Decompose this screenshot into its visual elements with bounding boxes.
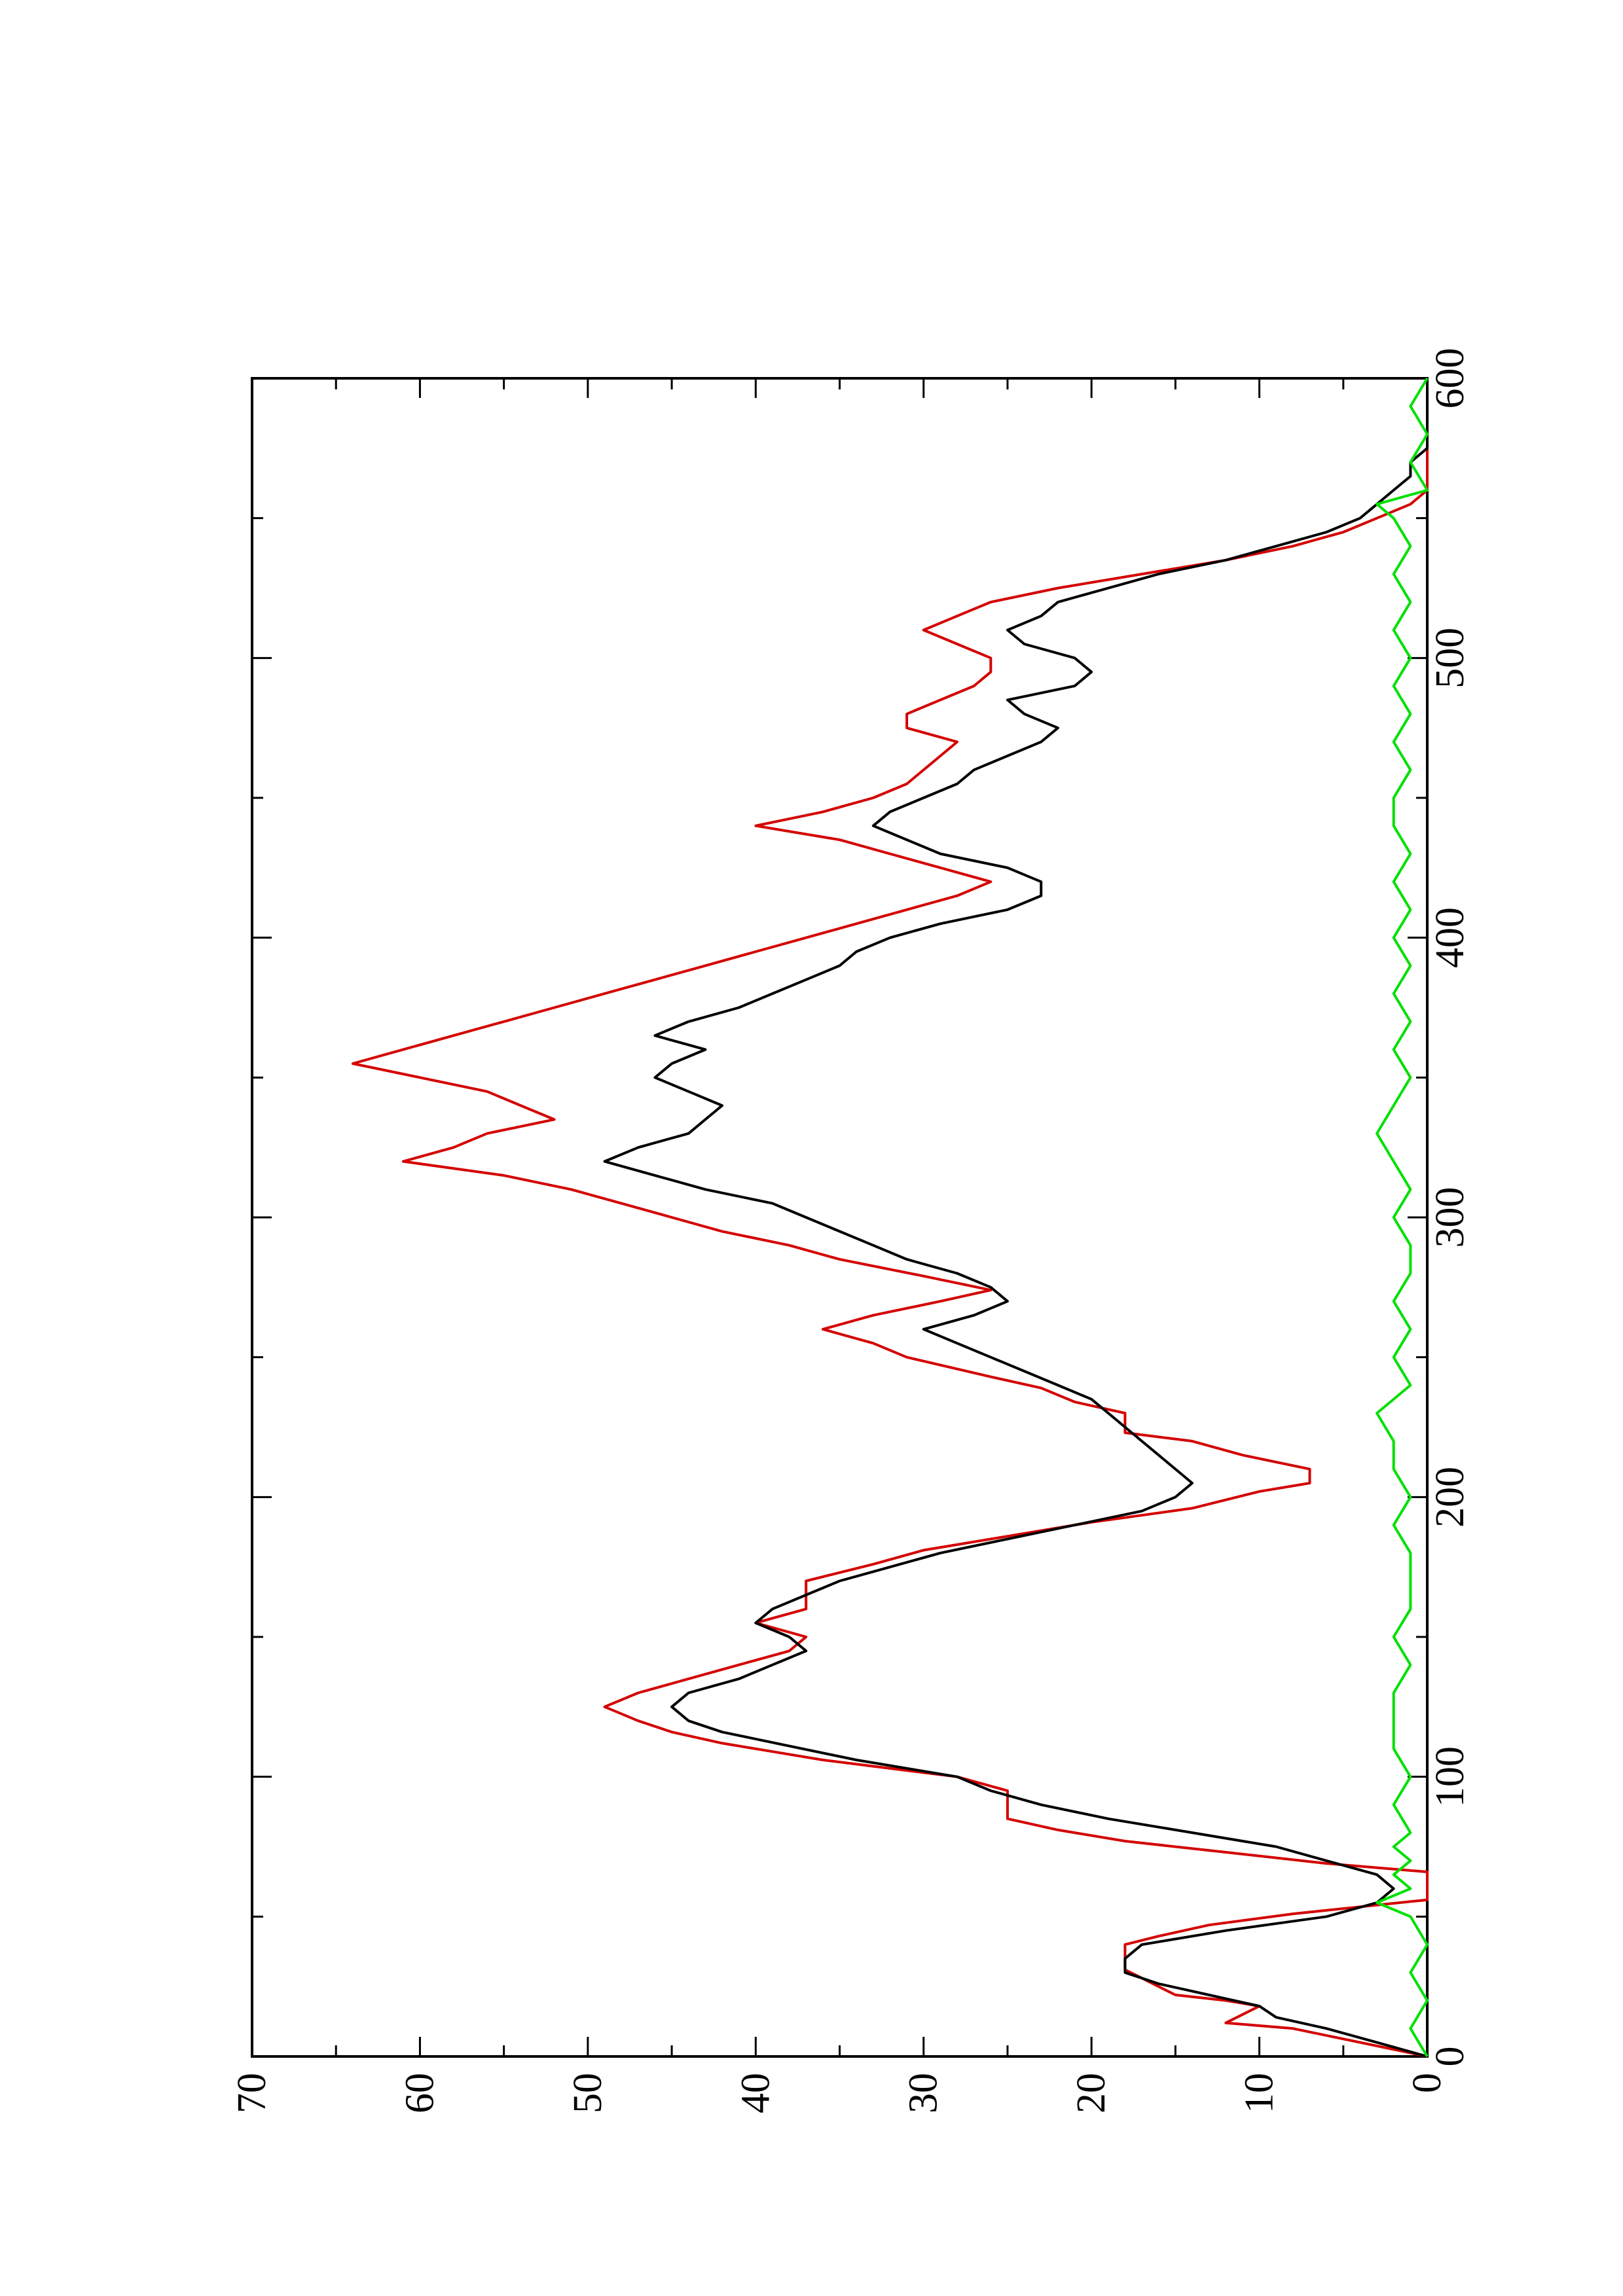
series-line-2 xyxy=(603,378,1429,2058)
x-tick-label: 600 xyxy=(1428,348,1472,409)
x-tick-label: 300 xyxy=(1428,1187,1472,1248)
y-tick-label: 30 xyxy=(902,2073,946,2113)
plot-area: 0 100 200 300 400 500 600 0 10 20 30 40 50 60 70 xyxy=(230,348,1472,2114)
x-tick-label: 400 xyxy=(1428,907,1472,968)
y-tick-label: 10 xyxy=(1237,2073,1282,2113)
plot-frame xyxy=(251,377,1429,2058)
y-tick-label: 70 xyxy=(230,2073,274,2113)
y-tick-label: 40 xyxy=(733,2073,778,2113)
x-tick-label: 200 xyxy=(1428,1467,1472,1528)
series-line-1 xyxy=(351,378,1429,2058)
y-tick-label: 20 xyxy=(1069,2073,1114,2113)
x-tick-label: 0 xyxy=(1428,2047,1472,2067)
series-line-3 xyxy=(1376,377,1429,2058)
y-tick-label: 0 xyxy=(1405,2073,1450,2093)
y-tick-label: 60 xyxy=(397,2073,442,2113)
y-tick-label: 50 xyxy=(566,2073,610,2113)
x-tick-label: 500 xyxy=(1428,628,1472,689)
x-tick-label: 100 xyxy=(1428,1746,1472,1807)
